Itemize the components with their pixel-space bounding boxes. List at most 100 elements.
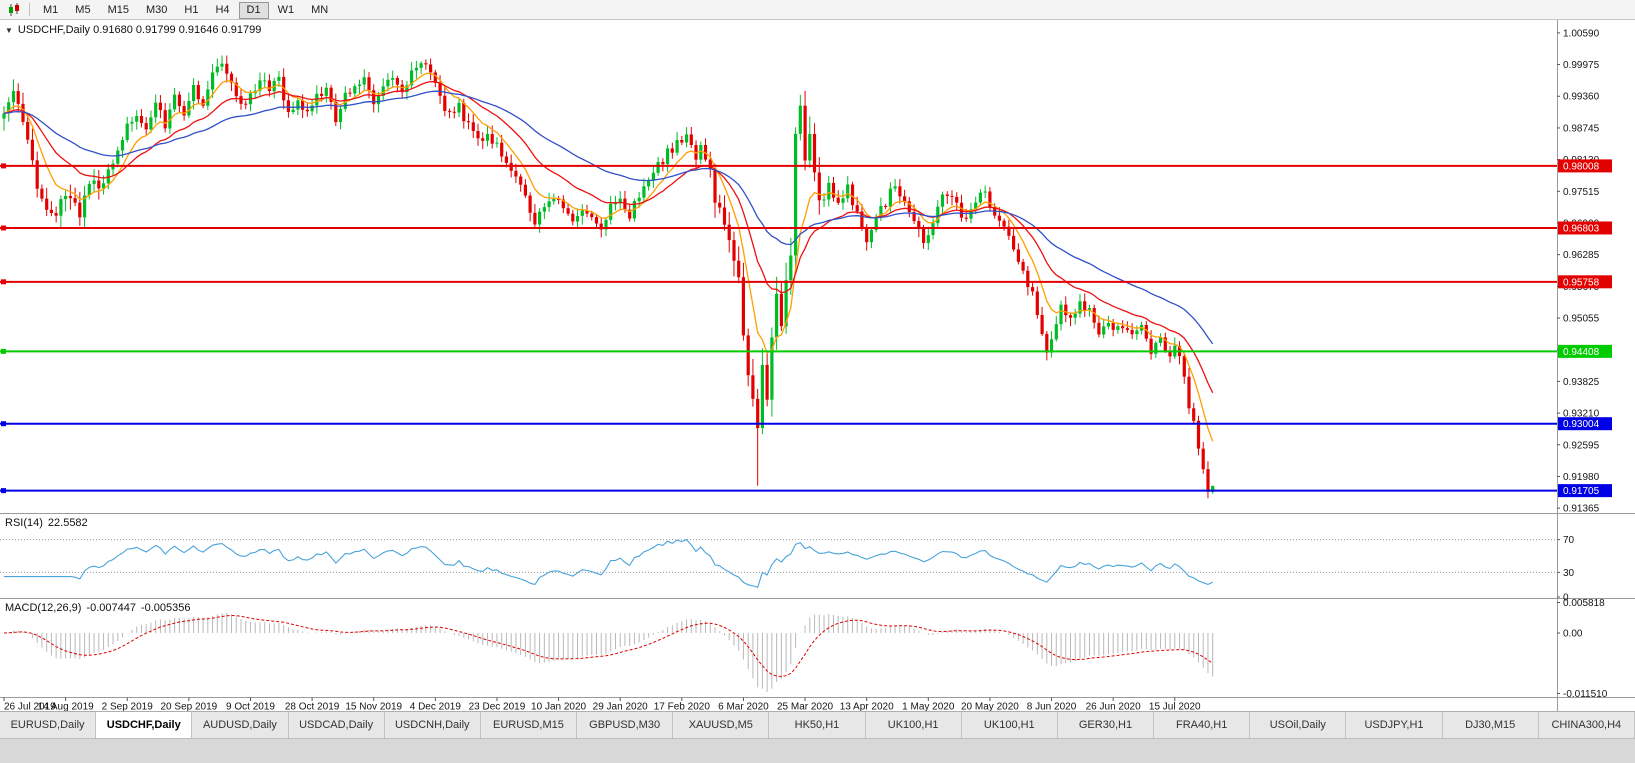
y-axis-label: 0.95055 <box>1563 314 1600 325</box>
chart-tab-china300-h4[interactable]: CHINA300,H4 <box>1538 712 1635 738</box>
chart-tab-eurusd-daily[interactable]: EURUSD,Daily <box>0 712 97 738</box>
horizontal-lines: 0.98008 0.96803 0.95758 0.94408 0.93004 0.917… <box>0 159 1612 498</box>
x-axis-label: 29 Jan 2020 <box>593 702 648 712</box>
chart-tab-usoil-daily[interactable]: USOil,Daily <box>1250 712 1347 738</box>
y-axis-label: 0.97515 <box>1563 187 1600 198</box>
chart-tab-eurusd-m15[interactable]: EURUSD,M15 <box>480 712 578 738</box>
chart-tab-uk100-h1[interactable]: UK100,H1 <box>865 712 962 738</box>
x-axis-label: 26 Jul 2019 <box>4 702 56 712</box>
chart-collapse-triangle-icon[interactable]: ▼ <box>5 25 13 35</box>
candlestick-chart-icon[interactable] <box>4 1 24 18</box>
line-handle[interactable] <box>1 163 6 169</box>
macd-axis-label: 0.005818 <box>1563 598 1605 609</box>
timeframe-button-m5[interactable]: M5 <box>67 2 98 19</box>
price-tag-label: 0.94408 <box>1563 347 1600 358</box>
y-axis-label: 0.99360 <box>1563 92 1600 103</box>
price-tag <box>1558 159 1612 173</box>
rsi-pane: 70 30 0 <box>0 535 1575 604</box>
x-axis-label: 15 Nov 2019 <box>345 702 402 712</box>
timeframe-toolbar: M1 M5 M15 M30 H1 H4 D1 W1 MN <box>0 0 1635 20</box>
y-axis-label: 0.91365 <box>1563 504 1600 515</box>
rsi-axis-label: 70 <box>1563 535 1575 546</box>
chart-region: 1.005900.999750.993600.987450.981300.975… <box>0 20 1635 711</box>
chart-tab-usdjpy-h1[interactable]: USDJPY,H1 <box>1346 712 1443 738</box>
line-handle[interactable] <box>1 225 6 231</box>
y-axis-label: 0.91980 <box>1563 472 1600 483</box>
timeframe-button-m15[interactable]: M15 <box>100 2 137 19</box>
y-axis-label: 0.92595 <box>1563 440 1600 451</box>
y-axis-label: 0.99975 <box>1563 60 1600 71</box>
y-axis-label: 0.96285 <box>1563 250 1600 261</box>
macd-pane: 0.005818 0.00 -0.011510 <box>3 598 1608 700</box>
toolbar-separator <box>29 3 30 16</box>
chart-tab-ger30-h1[interactable]: GER30,H1 <box>1057 712 1155 738</box>
timeframe-button-w1[interactable]: W1 <box>270 2 303 19</box>
line-handle[interactable] <box>1 348 6 354</box>
pane-separators <box>0 20 1635 711</box>
price-chart-canvas[interactable]: 1.005900.999750.993600.987450.981300.975… <box>0 20 1635 711</box>
x-axis-label: 2 Sep 2019 <box>102 702 154 712</box>
rsi-line <box>4 538 1213 588</box>
x-axis-label: 4 Dec 2019 <box>410 702 462 712</box>
y-axis-label: 0.93825 <box>1563 377 1600 388</box>
x-axis-label: 15 Jul 2020 <box>1149 702 1201 712</box>
price-tag-label: 0.96803 <box>1563 223 1600 234</box>
price-tag <box>1558 417 1612 431</box>
y-axis-label: 0.98745 <box>1563 123 1600 134</box>
x-axis-label: 6 Mar 2020 <box>718 702 769 712</box>
macd-histogram <box>8 613 1214 692</box>
chart-tab-dj30-m15[interactable]: DJ30,M15 <box>1442 712 1539 738</box>
chart-tab-hk50-h1[interactable]: HK50,H1 <box>769 712 866 738</box>
chart-tab-xauusd-m5[interactable]: XAUUSD,M5 <box>673 712 770 738</box>
price-tag <box>1558 275 1612 289</box>
rsi-axis-label: 30 <box>1563 568 1575 579</box>
rsi-axis-label: 0 <box>1563 593 1569 604</box>
candlestick-glyph <box>9 2 19 16</box>
x-axis-label: 20 Sep 2019 <box>161 702 218 712</box>
status-bar <box>0 738 1635 763</box>
chart-tab-usdcnh-daily[interactable]: USDCNH,Daily <box>384 712 481 738</box>
timeframe-button-h1[interactable]: H1 <box>176 2 206 19</box>
macd-axis-label: 0.00 <box>1563 629 1583 640</box>
candlestick-series <box>2 55 1215 499</box>
timeframe-button-m1[interactable]: M1 <box>35 2 66 19</box>
x-axis-label: 8 Jun 2020 <box>1027 702 1077 712</box>
timeframe-button-h4[interactable]: H4 <box>207 2 237 19</box>
line-handle[interactable] <box>1 279 6 285</box>
timeframe-buttons-group: M1 M5 M15 M30 H1 H4 D1 W1 MN <box>35 0 337 19</box>
price-tag-label: 0.93004 <box>1563 419 1600 430</box>
timeframe-button-m30[interactable]: M30 <box>138 2 175 19</box>
x-axis-label: 1 May 2020 <box>902 702 955 712</box>
macd-signal-line <box>3 614 1213 678</box>
chart-tab-gbpusd-m30[interactable]: GBPUSD,M30 <box>577 712 674 738</box>
chart-tabs-bar: EURUSD,Daily USDCHF,Daily AUDUSD,Daily USDC… <box>0 711 1635 738</box>
price-tag <box>1558 221 1612 235</box>
ma-medium-line <box>3 80 1214 394</box>
price-tag-label: 0.98008 <box>1563 161 1600 172</box>
x-axis-label: 28 Oct 2019 <box>285 702 340 712</box>
timeframe-button-d1[interactable]: D1 <box>238 1 269 19</box>
line-handle[interactable] <box>1 488 6 494</box>
chart-tab-usdcad-daily[interactable]: USDCAD,Daily <box>288 712 385 738</box>
chart-tab-usdchf-daily[interactable]: USDCHF,Daily <box>96 712 193 738</box>
chart-tab-audusd-daily[interactable]: AUDUSD,Daily <box>192 712 289 738</box>
x-axis-label: 9 Oct 2019 <box>226 702 275 712</box>
ma-fast-line <box>3 72 1214 442</box>
x-axis-label: 14 Aug 2019 <box>38 702 95 712</box>
chart-tab-uk100-h1[interactable]: UK100,H1 <box>961 712 1058 738</box>
chart-tab-fra40-h1[interactable]: FRA40,H1 <box>1154 712 1251 738</box>
price-tag-label: 0.95758 <box>1563 277 1600 288</box>
price-tag <box>1558 344 1612 358</box>
price-tag-label: 0.91705 <box>1563 486 1600 497</box>
line-handle[interactable] <box>1 421 6 427</box>
x-axis-label: 17 Feb 2020 <box>654 702 711 712</box>
y-axis-label: 1.00590 <box>1563 28 1600 39</box>
y-axis-label: 0.93210 <box>1563 409 1600 420</box>
x-axis-label: 23 Dec 2019 <box>469 702 526 712</box>
x-axis-label: 20 May 2020 <box>961 702 1019 712</box>
price-tag <box>1558 484 1612 498</box>
x-axis-label: 26 Jun 2020 <box>1086 702 1141 712</box>
timeframe-button-mn[interactable]: MN <box>303 2 336 19</box>
